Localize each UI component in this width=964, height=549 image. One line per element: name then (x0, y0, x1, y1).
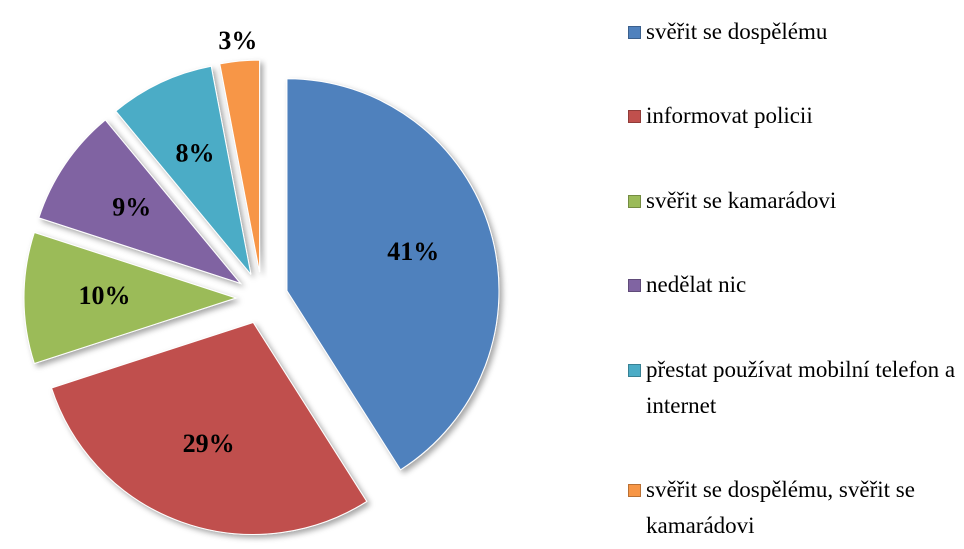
chart: 41% 29% 10% 9% 8% 3% (23, 26, 500, 535)
pie-slice (286, 78, 500, 471)
legend-label: nedělat nic (646, 272, 747, 298)
legend-item: svěřit se kamarádovi (628, 183, 958, 219)
legend-label: svěřit se kamarádovi (646, 187, 837, 213)
legend-item: svěřit se dospělému (628, 14, 958, 50)
legend-item: svěřit se dospělému, svěřit se kamarádov… (628, 472, 958, 544)
legend-label: svěřit se dospělému, svěřit se kamarádov… (646, 476, 915, 538)
legend-marker (628, 194, 641, 208)
legend-marker (628, 483, 641, 497)
value-label: 8% (175, 139, 214, 168)
value-label: 29% (183, 429, 235, 458)
legend-marker (628, 363, 641, 377)
pie-slice (50, 321, 368, 535)
pie-slice (38, 119, 242, 285)
legend-marker (628, 110, 641, 124)
pie-slice (23, 231, 238, 365)
legend: svěřit se dospělému informovat policii svě… (628, 14, 958, 544)
value-label: 41% (387, 237, 439, 266)
legend-item: informovat policii (628, 98, 958, 134)
legend-marker (628, 26, 641, 39)
value-label: 9% (112, 192, 151, 221)
pie-slice (219, 59, 261, 273)
legend-label: informovat policii (646, 103, 813, 129)
legend-item: nedělat nic (628, 267, 958, 303)
value-label: 10% (79, 281, 131, 310)
pie-slice (115, 65, 252, 275)
pie: 41% 29% 10% 9% 8% 3% (23, 26, 500, 535)
value-label: 3% (218, 26, 257, 55)
legend-marker (628, 279, 641, 293)
legend-label: svěřit se dospělému (646, 19, 828, 44)
legend-item: přestat používat mobilní telefon a inter… (628, 352, 958, 424)
legend-label: přestat používat mobilní telefon a inter… (646, 356, 956, 418)
